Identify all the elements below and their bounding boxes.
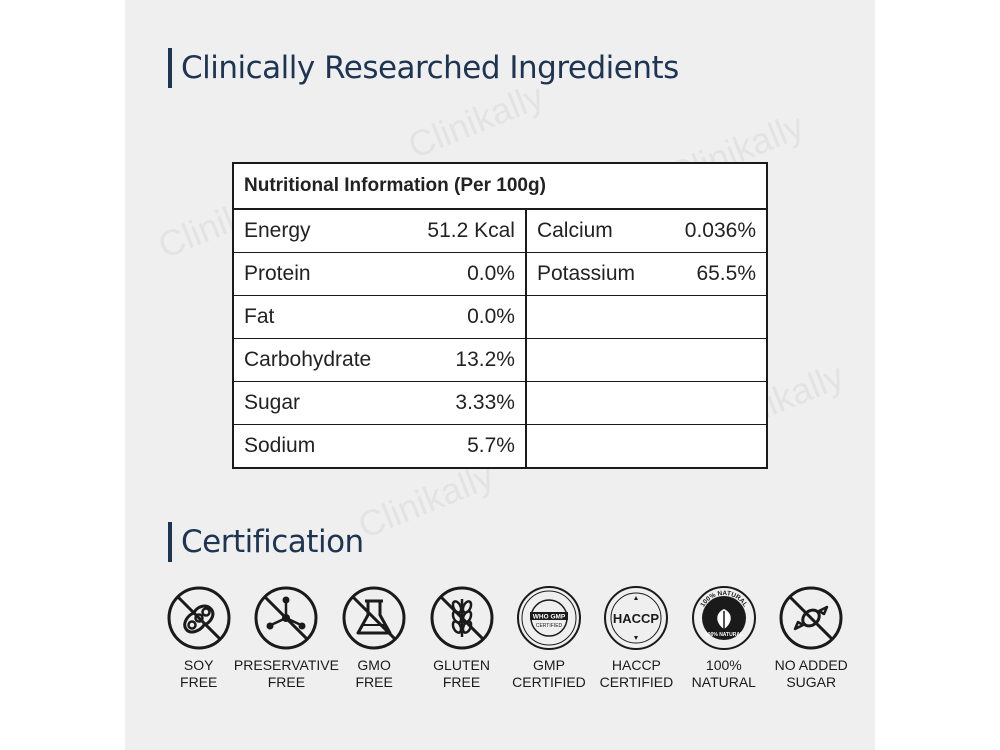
- nutrition-table: Nutritional Information (Per 100g) Energ…: [232, 162, 768, 469]
- soy-free-icon: [167, 586, 231, 650]
- nutrient-label: Calcium: [524, 208, 662, 253]
- nutrient-label: [524, 295, 662, 339]
- cert-label-line1: GMP: [533, 657, 565, 673]
- nutrient-label: Carbohydrate: [232, 338, 403, 382]
- cert-no-added-sugar: NO ADDED SUGAR: [768, 585, 855, 691]
- cert-label-line2: FREE: [267, 674, 306, 690]
- nutrient-value: 0.0%: [402, 295, 527, 339]
- nutrient-label: Energy: [232, 208, 403, 253]
- nutrient-value: [661, 295, 768, 339]
- gluten-free-icon: [430, 586, 494, 650]
- nutrient-value: 5.7%: [402, 424, 527, 469]
- cert-label-line2: CERTIFIED: [512, 674, 586, 690]
- table-row: Energy 51.2 Kcal Calcium 0.036%: [232, 208, 768, 253]
- cert-label-line1: GLUTEN: [433, 657, 490, 673]
- cert-natural: 100% NATURAL 100% NATURAL 100% NATURAL: [680, 585, 767, 691]
- nutrient-value: [661, 381, 768, 425]
- no-added-sugar-icon: [779, 586, 843, 650]
- cert-label-line2: FREE: [442, 674, 481, 690]
- cert-label-line1: NO ADDED: [774, 657, 848, 673]
- haccp-badge-text: HACCP: [613, 611, 660, 626]
- content-panel: Clinikally Clinikally Clinikally Clinika…: [125, 0, 875, 750]
- nutrient-label: Protein: [232, 252, 403, 296]
- ingredients-heading: Clinically Researched Ingredients: [168, 48, 679, 88]
- cert-haccp: HACCP HACCP CERTIFIED: [593, 585, 680, 691]
- table-row: Fat 0.0%: [232, 295, 768, 339]
- nutrient-value: 65.5%: [661, 252, 768, 296]
- gmp-badge-subtext: CERTIFIED: [536, 623, 563, 629]
- gmp-badge-text: WHO GMP: [533, 614, 566, 621]
- nutrition-table-title: Nutritional Information (Per 100g): [232, 162, 768, 210]
- certification-heading: Certification: [168, 522, 364, 562]
- cert-preservative-free: PRESERVATIVE FREE: [234, 585, 339, 691]
- cert-gluten-free: GLUTEN FREE: [418, 585, 505, 691]
- cert-label-line1: PRESERVATIVE: [233, 657, 339, 673]
- gmo-free-icon: [342, 586, 406, 650]
- haccp-certified-icon: HACCP: [604, 586, 669, 650]
- cert-soy-free: SOY FREE: [155, 585, 242, 691]
- cert-label-line2: NATURAL: [691, 674, 756, 690]
- cert-label-line2: SUGAR: [786, 674, 837, 690]
- cert-label-line2: FREE: [355, 674, 393, 690]
- cert-label-line2: FREE: [180, 674, 218, 690]
- nutrient-value: 0.0%: [402, 252, 527, 296]
- cert-label-line1: GMO: [357, 657, 391, 673]
- cert-label-line1: SOY: [183, 657, 214, 673]
- nutrient-value: [661, 338, 768, 382]
- nutrient-value: 3.33%: [402, 381, 527, 425]
- cert-gmp: WHO GMP CERTIFIED GMP CERTIFIED: [505, 585, 592, 691]
- cert-label-line1: HACCP: [611, 657, 661, 673]
- certification-row: SOY FREE PRESERVATIVE FREE: [155, 585, 855, 691]
- table-row: Sodium 5.7%: [232, 424, 768, 469]
- table-row: Sugar 3.33%: [232, 381, 768, 425]
- cert-label-line1: 100%: [705, 657, 742, 673]
- preservative-free-icon: [254, 586, 318, 650]
- nutrient-label: Sugar: [232, 381, 403, 425]
- section-title: Certification: [181, 524, 364, 560]
- table-row: Protein 0.0% Potassium 65.5%: [232, 252, 768, 296]
- nutrient-value: 0.036%: [661, 208, 768, 253]
- nutrient-label: [524, 381, 662, 425]
- natural-icon: 100% NATURAL 100% NATURAL: [691, 586, 756, 650]
- nutrient-label: Sodium: [232, 424, 403, 469]
- nutrient-label: Potassium: [524, 252, 662, 296]
- natural-badge-bottom-text: 100% NATURAL: [705, 632, 743, 638]
- gmp-certified-icon: WHO GMP CERTIFIED: [516, 586, 581, 650]
- nutrient-label: Fat: [232, 295, 403, 339]
- watermark: Clinikally: [402, 74, 550, 167]
- nutrient-label: [524, 424, 662, 469]
- heading-accent-bar: [168, 48, 172, 88]
- nutrient-value: [661, 424, 768, 469]
- nutrient-label: [524, 338, 662, 382]
- page-title: Clinically Researched Ingredients: [181, 50, 679, 86]
- cert-gmo-free: GMO FREE: [330, 585, 417, 691]
- table-row: Carbohydrate 13.2%: [232, 338, 768, 382]
- nutrient-value: 13.2%: [402, 338, 527, 382]
- cert-label-line2: CERTIFIED: [599, 674, 674, 690]
- heading-accent-bar: [168, 522, 172, 562]
- nutrient-value: 51.2 Kcal: [402, 208, 527, 253]
